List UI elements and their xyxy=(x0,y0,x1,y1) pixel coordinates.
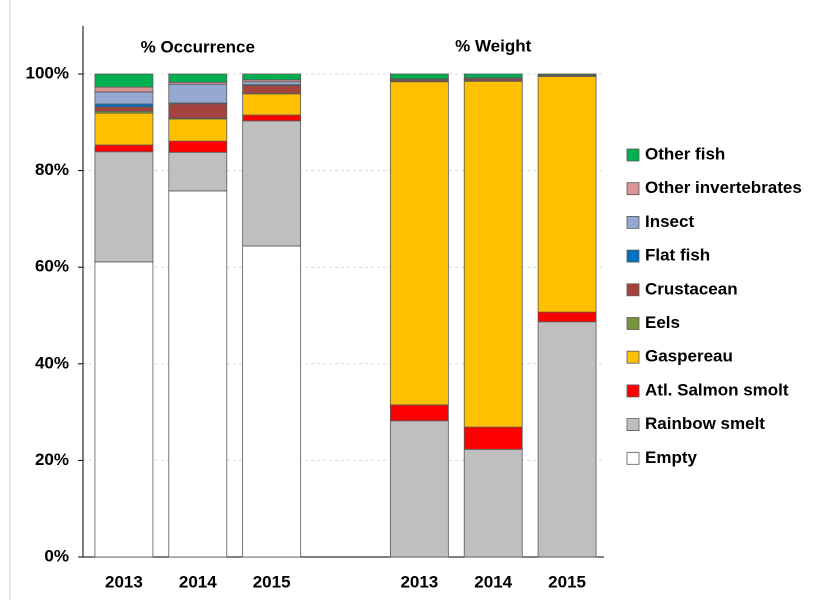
bar-segment xyxy=(389,81,449,406)
y-tick-label: 100% xyxy=(26,63,69,82)
bar-segment xyxy=(242,81,302,86)
bar-segment xyxy=(94,91,154,105)
legend-swatch xyxy=(626,451,640,465)
y-tick-label: 20% xyxy=(35,450,69,469)
legend-label: Atl. Salmon smolt xyxy=(645,380,789,399)
legend-label: Crustacean xyxy=(645,279,738,298)
bar-segment xyxy=(537,321,597,558)
bar-segment xyxy=(242,85,302,94)
group-title: % Weight xyxy=(455,36,532,55)
legend-swatch xyxy=(626,317,640,330)
x-tick-label: 2015 xyxy=(253,572,291,591)
x-tick-label: 2013 xyxy=(105,572,143,591)
legend-swatch xyxy=(626,215,640,229)
bar-segment xyxy=(463,73,523,79)
bar-segment xyxy=(168,83,228,104)
y-tick-label: 60% xyxy=(35,257,69,276)
bar-segment xyxy=(94,144,154,153)
bar-segment xyxy=(94,151,154,263)
bar-segment xyxy=(537,76,597,313)
bar-segment xyxy=(463,448,523,558)
bar-segment xyxy=(537,311,597,323)
legend-label: Gaspereau xyxy=(645,347,733,366)
x-tick-label: 2015 xyxy=(548,572,586,591)
x-tick-label: 2013 xyxy=(400,572,438,591)
bar-segment xyxy=(168,151,228,192)
bar-segment xyxy=(537,73,597,76)
bar-segment xyxy=(242,245,302,558)
x-tick-label: 2014 xyxy=(474,572,512,591)
bar-segment xyxy=(168,140,228,153)
bar-segment xyxy=(94,73,154,88)
bar-segment xyxy=(94,103,154,108)
bar-segment xyxy=(168,190,228,558)
y-tick-label: 80% xyxy=(35,160,69,179)
bar-segment xyxy=(242,120,302,247)
bar-segment xyxy=(463,426,523,450)
bar-segment xyxy=(463,80,523,428)
legend-label: Insect xyxy=(645,212,694,231)
legend-swatch xyxy=(626,182,640,196)
bar-segment xyxy=(389,420,449,558)
bar-segment xyxy=(242,93,302,116)
bar-segment xyxy=(94,106,154,112)
bar-segment xyxy=(242,114,302,122)
bar-segment xyxy=(242,73,302,81)
bar-segment xyxy=(389,73,449,80)
bar-segment xyxy=(389,404,449,422)
legend-swatch xyxy=(626,418,640,432)
bar-segment xyxy=(94,112,154,146)
legend-label: Other fish xyxy=(645,144,725,163)
bar-segment xyxy=(94,86,154,93)
y-tick-label: 40% xyxy=(35,353,69,372)
legend-swatch xyxy=(626,148,640,162)
legend-swatch xyxy=(626,350,640,364)
bar-segment xyxy=(168,118,228,142)
legend-swatch xyxy=(626,249,640,263)
x-tick-label: 2014 xyxy=(179,572,217,591)
group-title: % Occurrence xyxy=(141,37,255,56)
bar-segment xyxy=(168,73,228,83)
legend-swatch xyxy=(626,283,640,297)
legend-label: Empty xyxy=(645,448,698,467)
legend-swatch xyxy=(626,384,640,398)
legend-label: Rainbow smelt xyxy=(645,414,765,433)
legend-label: Flat fish xyxy=(645,246,710,265)
bar-segment xyxy=(168,103,228,119)
legend-label: Eels xyxy=(645,313,680,332)
legend-label: Other invertebrates xyxy=(645,178,802,197)
bar-segment xyxy=(94,261,154,558)
y-tick-label: 0% xyxy=(44,546,69,565)
